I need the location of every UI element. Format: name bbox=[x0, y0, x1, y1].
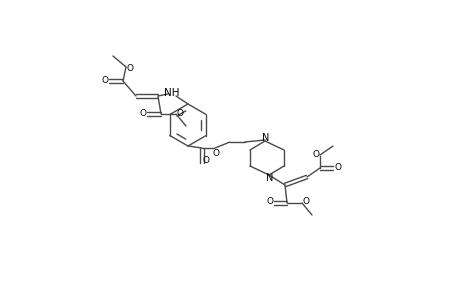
Text: N: N bbox=[262, 133, 269, 143]
Text: O: O bbox=[312, 149, 319, 158]
Text: O: O bbox=[302, 197, 309, 206]
Text: O: O bbox=[139, 109, 146, 118]
Text: O: O bbox=[176, 109, 183, 118]
Text: O: O bbox=[202, 155, 209, 164]
Text: N: N bbox=[266, 173, 273, 183]
Text: NH: NH bbox=[164, 88, 179, 98]
Text: O: O bbox=[126, 64, 133, 73]
Text: O: O bbox=[101, 76, 108, 85]
Text: O: O bbox=[212, 148, 219, 158]
Text: O: O bbox=[334, 163, 341, 172]
Text: O: O bbox=[266, 197, 273, 206]
